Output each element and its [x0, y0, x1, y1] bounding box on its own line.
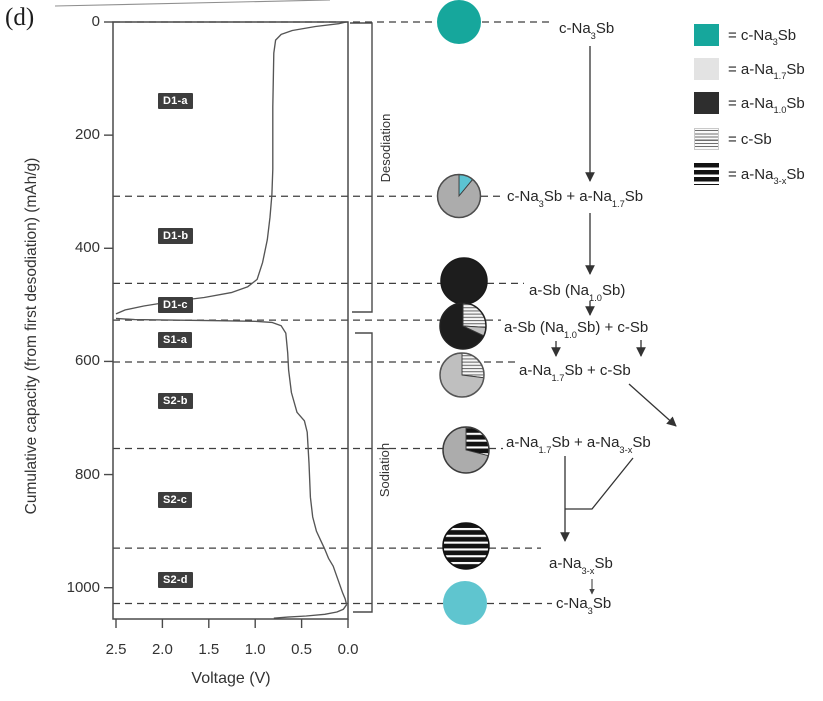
sodiation-bracket	[353, 332, 373, 613]
x-tick-label: 1.0	[244, 641, 266, 658]
legend-swatch-c_sb_stripes	[694, 128, 719, 150]
pie-c-na3sb-a-na1-7sb	[436, 173, 482, 219]
pie-a-sb-na1-0sb-	[440, 257, 488, 305]
x-tick-label: 0.0	[337, 641, 359, 658]
y-tick-label: 400	[74, 239, 100, 257]
stage-label-s2-c: S2-c	[158, 492, 193, 508]
legend-item: = a-Na1.7Sb	[694, 58, 805, 82]
y-axis-title: Cumulative capacity (from first desodiat…	[23, 157, 40, 515]
voltage-curve-first-desodiation	[115, 21, 347, 315]
pie-border	[442, 522, 490, 570]
sodiation-bracket-label: Sodiation	[377, 442, 392, 498]
pie-c-na3sb	[443, 581, 487, 625]
pie-a-sb-na1-0sb-c-sb	[439, 302, 487, 350]
stage-label-s2-b: S2-b	[158, 393, 193, 409]
y-tick-label: 200	[74, 126, 100, 144]
stage-label-d1-c: D1-c	[158, 297, 193, 313]
legend-label: = c-Na3Sb	[728, 26, 797, 48]
pie-slice	[437, 0, 481, 44]
x-axis-title: Voltage (V)	[191, 670, 271, 687]
flow-arrows	[551, 46, 677, 595]
legend-swatch-na3x_stripes	[694, 163, 719, 185]
voltage-curve	[115, 21, 348, 619]
phase-flow-label: c-Na3Sb	[556, 595, 612, 616]
plot-frame	[112, 21, 349, 620]
phase-pie-charts	[436, 0, 490, 625]
phase-flow-label: c-Na3Sb	[559, 20, 615, 41]
legend-swatch-teal	[694, 24, 719, 46]
stage-label-s2-d: S2-d	[158, 572, 193, 588]
legend-swatch-light_gray	[694, 58, 719, 80]
pie-slice	[443, 581, 487, 625]
stage-label-s1-a: S1-a	[158, 332, 193, 348]
pie-a-na1-7sb-c-sb	[439, 352, 485, 398]
legend-item: = a-Na1.0Sb	[694, 92, 805, 116]
arrow-mix3-diagonal	[628, 383, 677, 427]
legend-swatch-dark	[694, 92, 719, 114]
pie-border	[439, 352, 485, 398]
crop-artifact-line	[54, 0, 331, 7]
x-tick-label: 1.5	[198, 641, 220, 658]
y-tick-label: 600	[74, 352, 100, 370]
phase-flow-label: a-Na3-xSb	[549, 555, 613, 576]
phase-flow-label: a-Sb (Na1.0Sb)	[529, 282, 626, 303]
pie-slice	[443, 523, 489, 569]
merge-branch-line	[565, 457, 634, 510]
legend-item: = a-Na3-xSb	[694, 163, 805, 187]
axis-ticks	[104, 21, 349, 628]
desodiation-bracket	[350, 22, 373, 313]
stage-label-d1-a: D1-a	[158, 93, 193, 109]
legend: = c-Na3Sb = a-Na1.7Sb = a-Na1.0Sb = c-Sb = a…	[694, 24, 822, 194]
legend-label: = a-Na1.7Sb	[728, 60, 805, 82]
legend-label: = a-Na3-xSb	[728, 165, 805, 187]
pie-c-na3sb	[437, 0, 481, 44]
phase-flow-label: c-Na3Sb + a-Na1.7Sb	[507, 188, 644, 209]
pie-border	[439, 302, 487, 350]
phase-flow-label: a-Sb (Na1.0Sb) + c-Sb	[504, 319, 649, 340]
y-tick-label: 800	[74, 465, 100, 483]
stage-label-d1-b: D1-b	[158, 228, 194, 244]
voltage-curve-first-sodiation	[115, 317, 348, 605]
panel-label: (d)	[5, 4, 35, 31]
desodiation-bracket-label: Desodiation	[378, 113, 393, 183]
pie-border	[442, 426, 490, 474]
legend-label: = a-Na1.0Sb	[728, 94, 805, 116]
x-tick-label: 2.0	[151, 641, 173, 658]
x-tick-label: 2.5	[105, 641, 127, 658]
phase-flow-label: a-Na1.7Sb + c-Sb	[519, 362, 631, 383]
x-tick-label: 0.5	[291, 641, 313, 658]
pie-border	[436, 173, 482, 219]
phase-flow-label: a-Na1.7Sb + a-Na3-xSb	[506, 434, 651, 455]
voltage-curve-second-desodiation-start-	[273, 604, 348, 619]
legend-item: = c-Na3Sb	[694, 24, 797, 48]
y-tick-label: 0	[91, 13, 100, 30]
pie-a-na3-xsb	[442, 522, 490, 570]
pie-a-na1-7sb-a-na3-xsb	[442, 426, 490, 474]
legend-label: = c-Sb	[728, 130, 772, 148]
pie-slice	[441, 258, 487, 304]
legend-item: = c-Sb	[694, 128, 772, 150]
y-tick-label: 1000	[66, 578, 100, 596]
